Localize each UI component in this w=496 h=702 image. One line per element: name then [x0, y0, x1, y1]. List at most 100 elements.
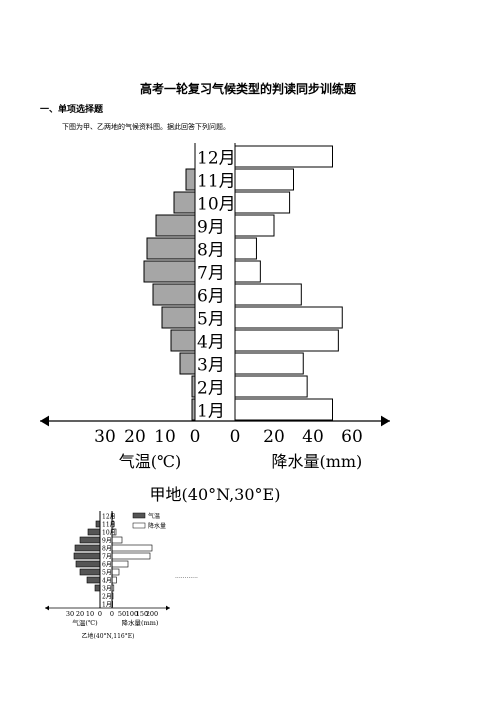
precipitation-bar: [111, 568, 120, 576]
legend-swatch-precipitation: [132, 522, 146, 529]
dotted-leader: ............: [175, 573, 198, 580]
precipitation-tick-label: 150: [136, 610, 148, 618]
month-label: 1月: [102, 601, 112, 608]
precipitation-bar: [234, 375, 308, 398]
temperature-bar: [179, 352, 196, 375]
precipitation-tick-label: 40: [302, 427, 324, 447]
month-label: 1月: [197, 401, 225, 421]
precipitation-tick-label: 100: [126, 610, 138, 618]
month-label: 10月: [197, 194, 236, 214]
month-label: 5月: [102, 569, 112, 576]
document-title: 高考一轮复习气候类型的判读同步训练题: [139, 82, 356, 96]
precipitation-bar: [234, 329, 339, 352]
precipitation-axis-label: 降水量(mm): [271, 452, 362, 471]
right-arrowhead: [381, 415, 390, 427]
precipitation-tick-label: 200: [146, 610, 158, 618]
month-label: 3月: [102, 585, 112, 592]
month-column: [100, 511, 112, 608]
precipitation-bar: [111, 576, 117, 584]
chart-jia: 1月 2月 3月 4月 5月 6月 7月 8月 9月 10月 11月 12月 30 20 10 0 0 20 40 6…: [40, 143, 390, 504]
month-label: 7月: [102, 553, 112, 560]
temperature-tick-label: 10: [86, 610, 94, 618]
precipitation-tick-label: 20: [263, 427, 285, 447]
precipitation-axis-label: 降水量(mm): [122, 618, 159, 627]
chart-title: 甲地(40°N,30°E): [150, 485, 281, 504]
precipitation-bar: [111, 536, 123, 544]
temperature-bar: [75, 560, 101, 568]
temperature-tick-label: 20: [76, 610, 84, 618]
precipitation-bar: [234, 214, 275, 237]
month-label: 2月: [197, 378, 225, 398]
temperature-bar: [74, 544, 101, 552]
temperature-axis-label: 气温(℃): [119, 452, 181, 471]
legend-label-precipitation: 降水量: [148, 522, 166, 530]
temperature-bar: [146, 237, 196, 260]
precipitation-bar: [234, 306, 343, 329]
precipitation-bar: [111, 552, 151, 560]
precipitation-bar: [111, 544, 153, 552]
temperature-tick-label: 0: [98, 610, 102, 618]
month-label: 6月: [197, 286, 225, 306]
left-arrowhead: [45, 605, 49, 611]
month-column: [195, 143, 235, 421]
month-label: 9月: [197, 217, 225, 237]
temperature-tick-label: 30: [66, 610, 74, 618]
month-label: 2月: [102, 593, 112, 600]
month-label: 10月: [102, 529, 116, 536]
precipitation-tick-label: 50: [118, 610, 126, 618]
temperature-bar: [79, 568, 101, 576]
temperature-bar: [143, 260, 196, 283]
temperature-bar: [173, 191, 196, 214]
temperature-tick-label: 0: [190, 427, 201, 447]
temperature-bar: [73, 552, 101, 560]
month-label: 7月: [197, 263, 225, 283]
month-label: 12月: [102, 513, 116, 520]
legend-swatch-temperature: [132, 512, 146, 519]
temperature-bar: [161, 306, 196, 329]
temperature-bar: [95, 520, 101, 528]
month-label: 3月: [197, 355, 225, 375]
left-arrowhead: [40, 415, 49, 427]
month-label: 5月: [197, 309, 225, 329]
temperature-bar: [170, 329, 196, 352]
temperature-bar: [94, 584, 101, 592]
precipitation-bar: [234, 260, 261, 283]
month-label: 4月: [102, 577, 112, 584]
temperature-bar: [79, 536, 101, 544]
month-label: 12月: [197, 148, 236, 168]
legend-label-temperature: 气温: [148, 512, 160, 520]
precipitation-bar: [234, 237, 257, 260]
temperature-tick-label: 10: [154, 427, 176, 447]
precipitation-tick-label: 60: [341, 427, 363, 447]
month-label: 11月: [102, 521, 116, 528]
temperature-tick-label: 20: [124, 427, 146, 447]
temperature-bar: [86, 576, 101, 584]
question-text: 下图为甲、乙两地的气候资料图。据此回答下列问题。: [62, 123, 230, 131]
precipitation-tick-label: 0: [230, 427, 241, 447]
precipitation-tick-label: 0: [110, 610, 114, 618]
month-label: 8月: [197, 240, 225, 260]
precipitation-bar: [234, 191, 291, 214]
temperature-bar: [155, 214, 196, 237]
section-heading: 一、单项选择题: [40, 105, 104, 115]
chart-title: 乙地(40°N,116°E): [82, 632, 135, 640]
right-arrowhead: [166, 605, 170, 611]
precipitation-bar: [234, 168, 294, 191]
month-label: 6月: [102, 561, 112, 568]
precipitation-bar: [111, 560, 129, 568]
month-label: 8月: [102, 545, 112, 552]
month-label: 9月: [102, 537, 112, 544]
precipitation-bar: [234, 145, 333, 168]
temperature-bar: [87, 528, 101, 536]
temperature-bar: [185, 168, 196, 191]
temperature-bar: [152, 283, 196, 306]
temperature-axis-label: 气温(℃): [72, 618, 98, 627]
month-label: 4月: [197, 332, 225, 352]
precipitation-bar: [234, 352, 304, 375]
month-label: 11月: [197, 171, 236, 191]
precipitation-bar: [234, 283, 302, 306]
temperature-tick-label: 30: [94, 427, 116, 447]
precipitation-bar: [234, 398, 333, 421]
